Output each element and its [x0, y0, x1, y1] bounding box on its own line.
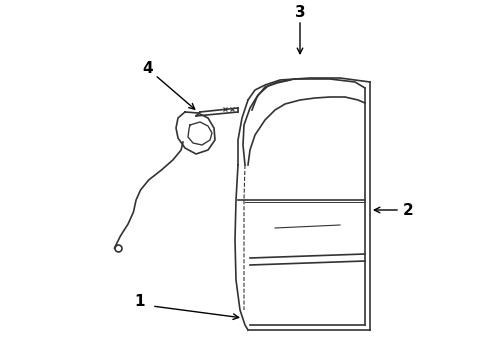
Text: 3: 3	[294, 5, 305, 19]
Text: 4: 4	[143, 60, 153, 76]
Text: 2: 2	[403, 202, 414, 217]
Text: 1: 1	[135, 294, 145, 310]
